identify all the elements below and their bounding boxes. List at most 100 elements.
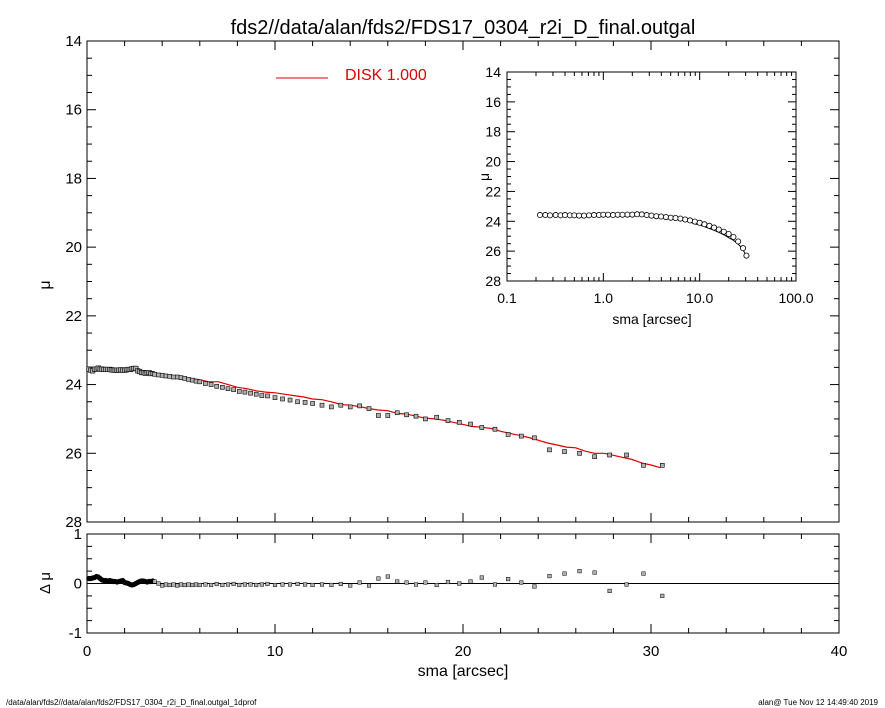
residual-data-point — [492, 582, 498, 587]
inset-data-point — [691, 218, 698, 225]
main-data-point — [423, 416, 428, 422]
inset-data-point — [720, 228, 727, 235]
inset-data-point — [586, 212, 593, 219]
residual-data-point — [660, 593, 665, 598]
main-data-point — [641, 463, 646, 468]
main-data-point — [456, 420, 462, 425]
main-data-point — [592, 454, 597, 460]
residual-data-point — [225, 582, 231, 587]
inset-data-point — [740, 245, 747, 252]
main-y-tick-labels: 14 16 18 20 22 24 26 28 — [65, 33, 82, 531]
residual-data-point — [186, 582, 191, 587]
residual-data-point — [310, 582, 315, 588]
residual-y-axis-label: Δ μ — [37, 572, 54, 594]
inset-data-point — [590, 212, 597, 219]
inset-data-point — [643, 212, 650, 219]
main-model-curve — [87, 368, 661, 469]
main-data-point — [265, 393, 270, 399]
inset-y-tick-label: 24 — [485, 213, 501, 229]
residual-data-point — [231, 581, 236, 587]
main-data-point — [174, 374, 180, 380]
inset-data-point — [561, 212, 568, 219]
chart-title: fds2//data/alan/fds2/FDS17_0304_r2i_D_fi… — [231, 17, 696, 39]
inset-data-point — [687, 217, 694, 224]
inset-y-tick-label: 18 — [485, 124, 501, 140]
residual-data-point — [295, 581, 300, 587]
residual-panel: 10-1 0 10 20 30 40 Δ μ sma [arcsec] — [37, 526, 847, 680]
residual-data-point — [338, 581, 343, 587]
residual-data-point — [319, 582, 325, 587]
main-data-point — [178, 375, 184, 381]
main-data-points — [86, 365, 665, 468]
residual-data-point — [259, 582, 264, 587]
main-y-tick-label: 18 — [65, 170, 82, 187]
residual-data-point — [152, 579, 157, 584]
main-data-point — [319, 402, 325, 408]
residual-data-point — [468, 579, 473, 584]
residual-data-point — [220, 582, 225, 588]
main-data-point — [338, 402, 344, 408]
inset-data-point — [672, 215, 679, 222]
main-data-point — [492, 426, 498, 432]
inset-data-point — [682, 216, 689, 223]
main-data-point — [280, 396, 285, 402]
main-data-point — [310, 401, 315, 406]
main-data-point — [272, 395, 278, 400]
main-data-point — [434, 414, 439, 420]
residual-x-tick-label: 0 — [83, 643, 91, 660]
main-data-point — [607, 452, 612, 458]
inset-data-point — [743, 252, 750, 259]
residual-data-point — [348, 583, 353, 588]
residual-data-point — [248, 582, 253, 587]
inset-y-tick-label: 20 — [485, 154, 501, 170]
residual-x-tick-label: 20 — [455, 643, 472, 660]
inset-data-point — [624, 211, 631, 218]
residual-data-point — [577, 569, 582, 574]
main-data-point — [532, 435, 537, 441]
main-data-point — [329, 404, 334, 410]
legend: DISK 1.000 — [276, 67, 427, 84]
residual-data-point — [457, 581, 462, 586]
residual-data-point — [357, 580, 362, 585]
residual-data-point — [366, 583, 372, 588]
main-data-point — [242, 389, 248, 395]
main-y-tick-label: 22 — [65, 308, 82, 325]
inset-y-tick-label: 14 — [485, 64, 501, 80]
main-data-point — [203, 381, 208, 386]
inset-data-point — [581, 212, 588, 219]
residual-data-point — [532, 584, 537, 589]
inset-x-tick-label: 10.0 — [686, 290, 713, 306]
main-data-point — [376, 413, 381, 418]
residual-data-point — [167, 582, 172, 588]
main-data-point — [159, 372, 165, 378]
inset-data-point — [715, 226, 722, 233]
residual-data-point — [423, 580, 428, 585]
residual-data-point — [163, 582, 169, 587]
legend-label: DISK 1.000 — [345, 67, 427, 84]
main-data-point — [259, 393, 265, 398]
main-data-point — [577, 450, 582, 456]
residual-data-point — [385, 574, 390, 579]
main-data-point — [248, 390, 253, 396]
main-data-point — [357, 403, 362, 409]
inset-data-point — [658, 213, 665, 220]
residual-data-point — [280, 582, 285, 587]
residual-data-point — [190, 582, 195, 588]
main-data-point — [445, 418, 451, 423]
main-y-tick-label: 26 — [65, 445, 82, 462]
main-y-axis-label: μ — [37, 280, 54, 289]
main-data-point — [225, 386, 231, 391]
inset-data-point — [667, 214, 674, 221]
main-data-point — [197, 379, 203, 385]
inset-y-tick-label: 16 — [485, 94, 501, 110]
residual-data-point — [404, 580, 409, 585]
residual-data-point — [254, 582, 259, 588]
main-data-point — [385, 413, 391, 418]
inset-y-axis-label: μ — [476, 173, 492, 181]
inset-data-point — [552, 212, 559, 219]
main-profile-panel: 14 16 18 20 22 24 26 28 μ DISK 1.000 — [37, 33, 840, 531]
residual-data-point — [562, 571, 567, 576]
inset-data-points — [536, 211, 750, 259]
main-y-tick-label: 14 — [65, 33, 82, 50]
footer-right: alan@ Tue Nov 12 14:49:40 2019 — [758, 698, 878, 707]
